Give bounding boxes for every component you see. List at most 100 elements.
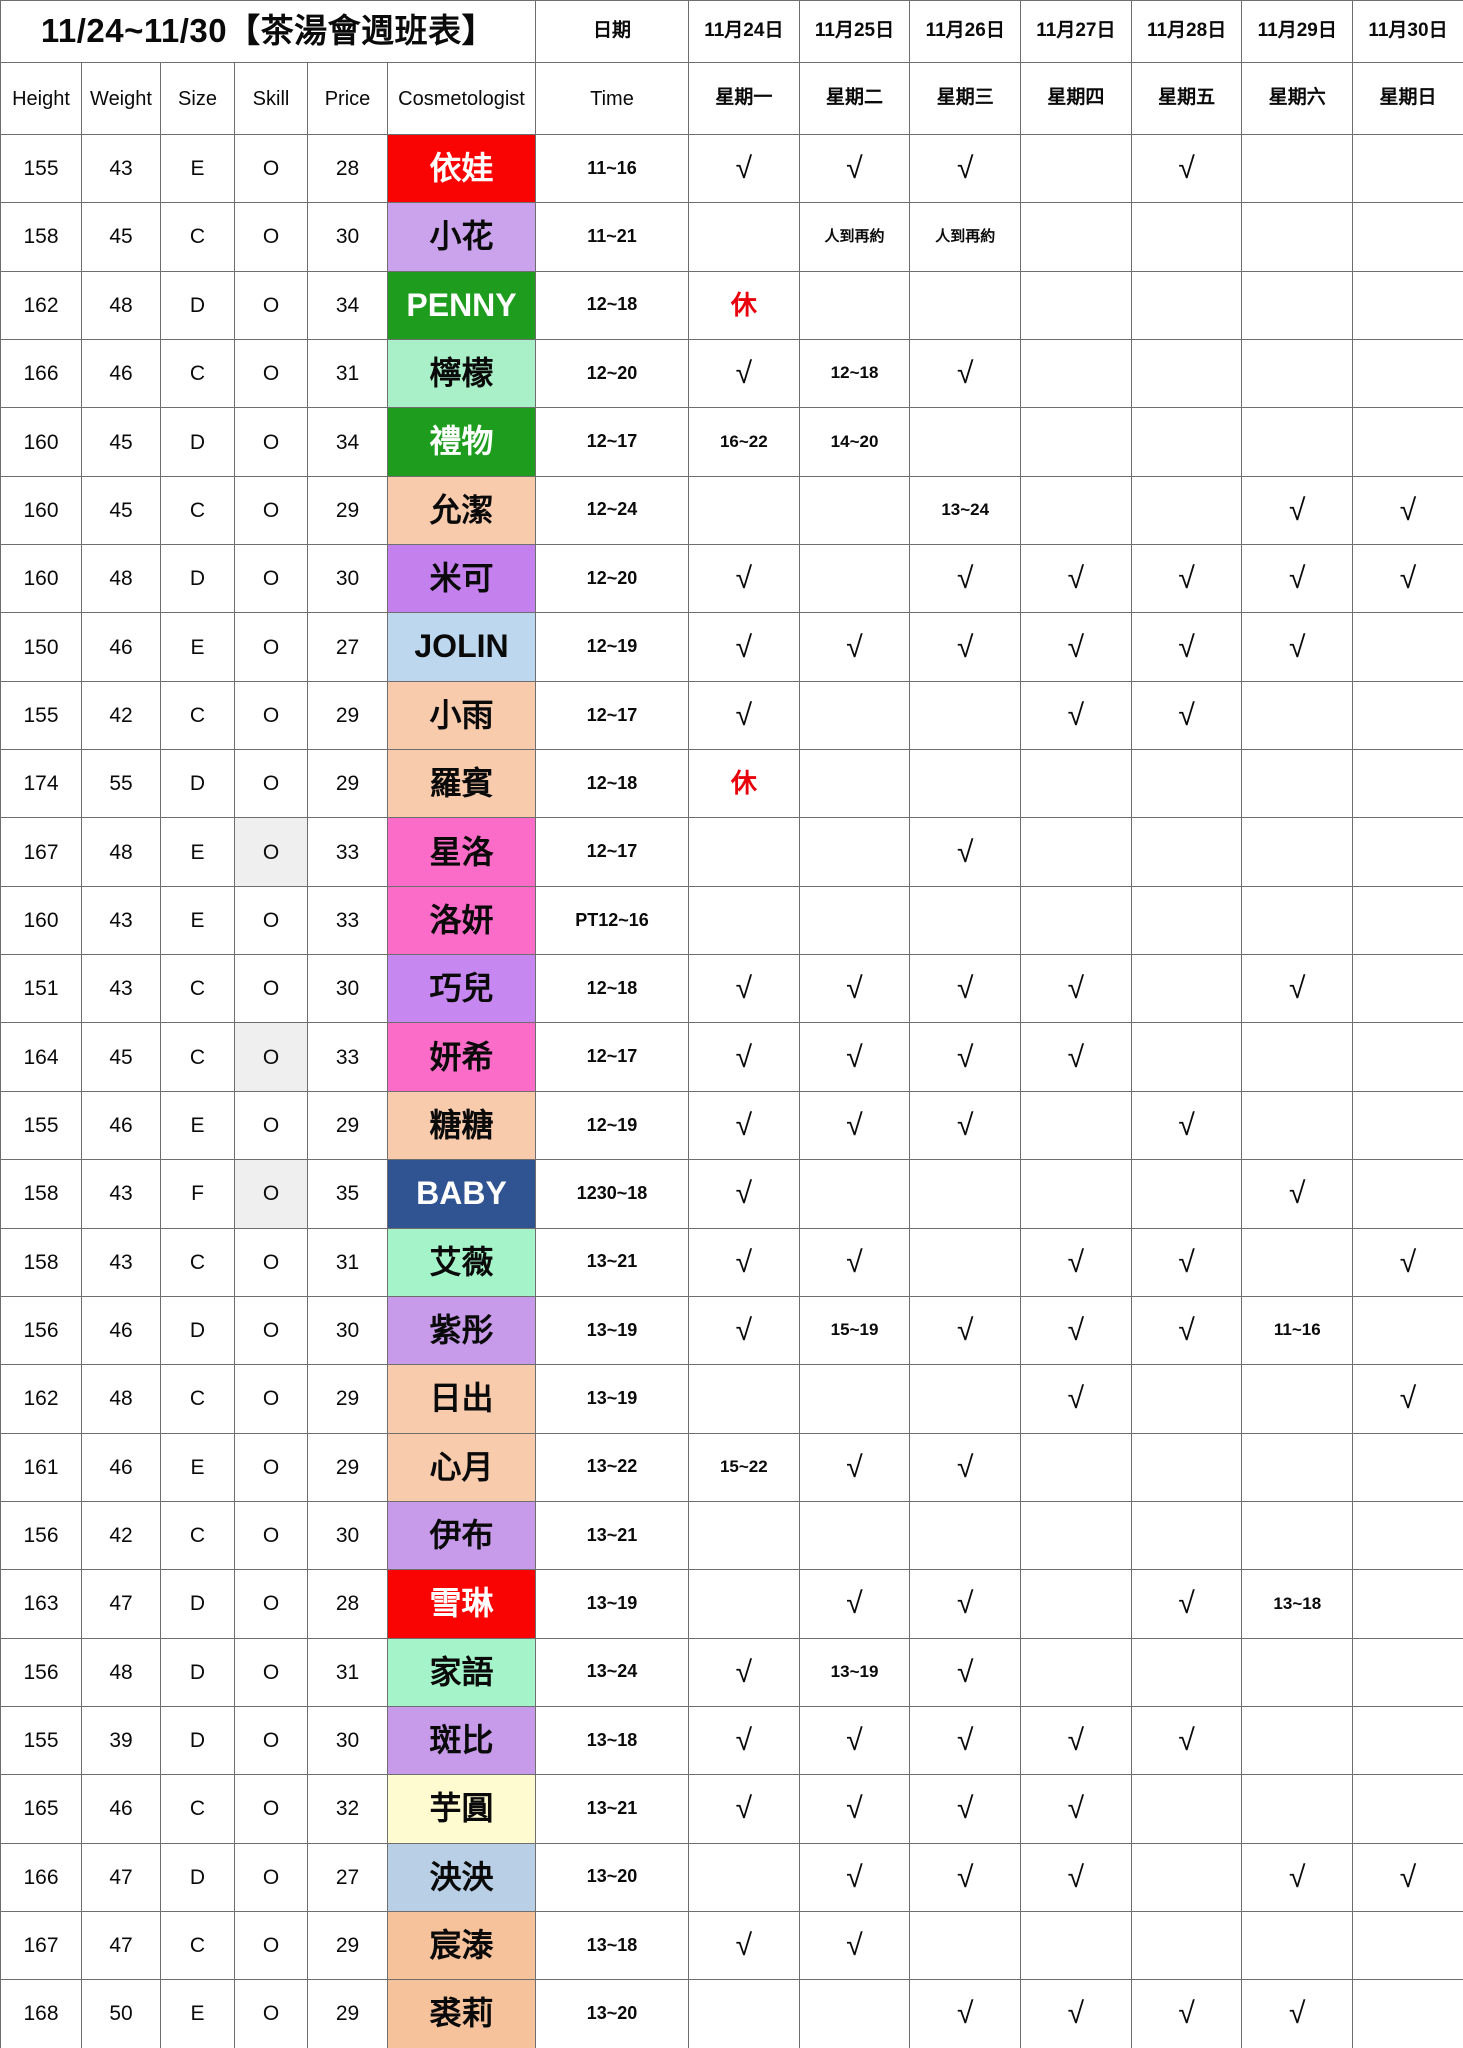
day-cell bbox=[1353, 1570, 1463, 1639]
name-cell: 妍希 bbox=[388, 1023, 536, 1092]
day-cell: 14~20 bbox=[799, 408, 911, 477]
height-cell: 155 bbox=[1, 681, 82, 751]
weight-cell: 50 bbox=[82, 1980, 161, 2048]
price-cell: 29 bbox=[308, 476, 388, 546]
skill-cell: O bbox=[235, 1365, 308, 1434]
day-cell bbox=[1131, 203, 1243, 272]
height-cell: 155 bbox=[1, 1091, 82, 1161]
weight-cell: 48 bbox=[82, 1365, 161, 1434]
day-cell: √ bbox=[1021, 1980, 1132, 2048]
day-date-header-thu: 11月27日 bbox=[1021, 1, 1132, 63]
day-cell bbox=[1242, 1433, 1354, 1502]
day-cell: √ bbox=[1021, 1706, 1132, 1776]
day-cell bbox=[689, 476, 800, 546]
day-cell bbox=[1353, 1433, 1463, 1502]
day-cell bbox=[1242, 271, 1354, 341]
day-cell bbox=[1131, 1023, 1243, 1092]
day-cell bbox=[1131, 476, 1243, 546]
day-cell bbox=[910, 271, 1022, 341]
height-cell: 161 bbox=[1, 1433, 82, 1502]
day-cell bbox=[689, 1980, 800, 2048]
skill-cell: O bbox=[235, 1296, 308, 1366]
column-header-skill: Skill bbox=[235, 63, 308, 135]
day-cell bbox=[1242, 1091, 1354, 1161]
time-cell: 13~21 bbox=[536, 1775, 689, 1844]
height-cell: 158 bbox=[1, 1160, 82, 1229]
day-cell bbox=[1353, 681, 1463, 751]
skill-cell: O bbox=[235, 1706, 308, 1776]
column-header-price: Price bbox=[308, 63, 388, 135]
day-cell bbox=[1131, 340, 1243, 409]
time-cell: 13~22 bbox=[536, 1433, 689, 1502]
skill-cell: O bbox=[235, 1570, 308, 1639]
height-cell: 162 bbox=[1, 271, 82, 341]
weight-cell: 47 bbox=[82, 1911, 161, 1981]
day-cell bbox=[910, 681, 1022, 751]
day-cell: √ bbox=[1131, 613, 1243, 682]
height-cell: 167 bbox=[1, 818, 82, 887]
weight-cell: 45 bbox=[82, 1023, 161, 1092]
skill-cell: O bbox=[235, 886, 308, 956]
day-cell: √ bbox=[1242, 1843, 1354, 1912]
name-cell: BABY bbox=[388, 1160, 536, 1229]
weight-cell: 46 bbox=[82, 1091, 161, 1161]
price-cell: 30 bbox=[308, 203, 388, 272]
height-cell: 156 bbox=[1, 1501, 82, 1571]
day-cell bbox=[1021, 886, 1132, 956]
weight-cell: 46 bbox=[82, 340, 161, 409]
day-cell bbox=[1021, 750, 1132, 819]
day-date-header-wed: 11月26日 bbox=[910, 1, 1022, 63]
height-cell: 168 bbox=[1, 1980, 82, 2048]
name-cell: 米可 bbox=[388, 545, 536, 614]
day-cell: 12~18 bbox=[799, 340, 911, 409]
price-cell: 28 bbox=[308, 135, 388, 204]
day-cell bbox=[910, 750, 1022, 819]
day-cell: √ bbox=[689, 955, 800, 1024]
day-cell: √ bbox=[1131, 1091, 1243, 1161]
day-cell bbox=[1242, 1775, 1354, 1844]
skill-cell: O bbox=[235, 750, 308, 819]
height-cell: 151 bbox=[1, 955, 82, 1024]
weight-cell: 48 bbox=[82, 545, 161, 614]
height-cell: 160 bbox=[1, 476, 82, 546]
time-cell: PT12~16 bbox=[536, 886, 689, 956]
size-cell: E bbox=[161, 1980, 235, 2048]
day-cell bbox=[799, 886, 911, 956]
name-cell: 宸溙 bbox=[388, 1911, 536, 1981]
time-cell: 13~18 bbox=[536, 1706, 689, 1776]
day-cell: √ bbox=[1242, 476, 1354, 546]
weight-cell: 45 bbox=[82, 476, 161, 546]
day-cell: √ bbox=[1021, 1023, 1132, 1092]
day-cell bbox=[1131, 1638, 1243, 1707]
day-cell bbox=[799, 1980, 911, 2048]
name-cell: 小花 bbox=[388, 203, 536, 272]
day-cell: √ bbox=[689, 545, 800, 614]
height-cell: 156 bbox=[1, 1638, 82, 1707]
day-cell: 13~19 bbox=[799, 1638, 911, 1707]
weight-cell: 48 bbox=[82, 1638, 161, 1707]
name-cell: 允潔 bbox=[388, 476, 536, 546]
name-cell: 艾薇 bbox=[388, 1228, 536, 1297]
day-date-header-sat: 11月29日 bbox=[1242, 1, 1354, 63]
day-cell bbox=[1242, 135, 1354, 204]
day-cell bbox=[1353, 955, 1463, 1024]
day-cell: √ bbox=[910, 545, 1022, 614]
day-cell bbox=[1242, 203, 1354, 272]
day-cell bbox=[1353, 818, 1463, 887]
day-cell bbox=[1353, 1638, 1463, 1707]
day-cell bbox=[1353, 750, 1463, 819]
weekday-header-fri: 星期五 bbox=[1131, 63, 1243, 135]
day-cell: √ bbox=[1021, 1775, 1132, 1844]
day-cell bbox=[910, 886, 1022, 956]
day-cell: √ bbox=[1021, 1365, 1132, 1434]
day-cell bbox=[1021, 818, 1132, 887]
size-cell: C bbox=[161, 681, 235, 751]
day-cell: √ bbox=[799, 1843, 911, 1912]
skill-cell: O bbox=[235, 476, 308, 546]
day-cell bbox=[1353, 1980, 1463, 2048]
day-cell bbox=[1242, 1501, 1354, 1571]
day-cell bbox=[910, 1911, 1022, 1981]
time-cell: 11~21 bbox=[536, 203, 689, 272]
skill-cell: O bbox=[235, 271, 308, 341]
day-cell: √ bbox=[1242, 613, 1354, 682]
